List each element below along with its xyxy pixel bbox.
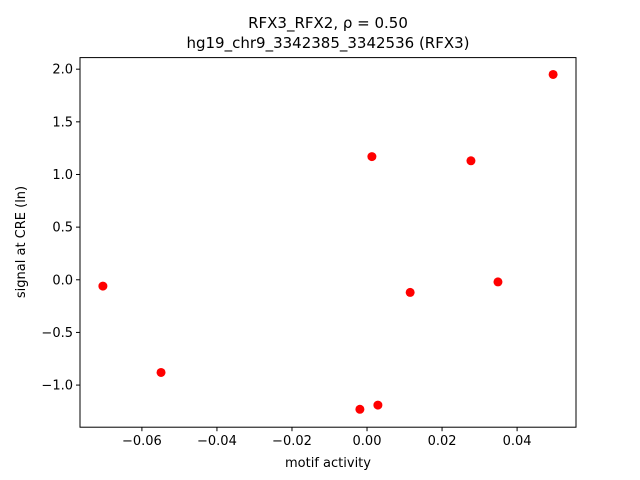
y-tick-label: 0.0 — [52, 273, 73, 288]
point — [405, 287, 415, 297]
chart-subtitle: hg19_chr9_3342385_3342536 (RFX3) — [186, 34, 469, 53]
y-tick-label: −0.5 — [41, 326, 73, 341]
point — [367, 152, 377, 162]
x-tick-label: −0.04 — [197, 434, 237, 449]
y-tick-label: 0.5 — [52, 221, 73, 236]
y-tick-label: −1.0 — [41, 379, 73, 394]
point — [466, 156, 476, 166]
x-tick-label: 0.04 — [503, 434, 532, 449]
x-tick-label: −0.06 — [122, 434, 162, 449]
x-tick-label: 0.00 — [353, 434, 382, 449]
y-tick-label: 1.5 — [52, 115, 73, 130]
point — [548, 69, 558, 79]
y-tick-label: 1.0 — [52, 168, 73, 183]
x-tick-label: −0.02 — [272, 434, 312, 449]
x-tick-label: 0.02 — [428, 434, 457, 449]
y-axis-label: signal at CRE (ln) — [14, 186, 29, 298]
chart-title: RFX3_RFX2, ρ = 0.50 — [248, 14, 408, 33]
point — [373, 400, 383, 410]
plot-frame — [79, 57, 577, 428]
x-axis-label: motif activity — [285, 456, 371, 471]
point — [98, 281, 108, 291]
y-tick-label: 2.0 — [52, 63, 73, 78]
point — [156, 367, 166, 377]
point — [493, 277, 503, 287]
point — [355, 404, 365, 414]
